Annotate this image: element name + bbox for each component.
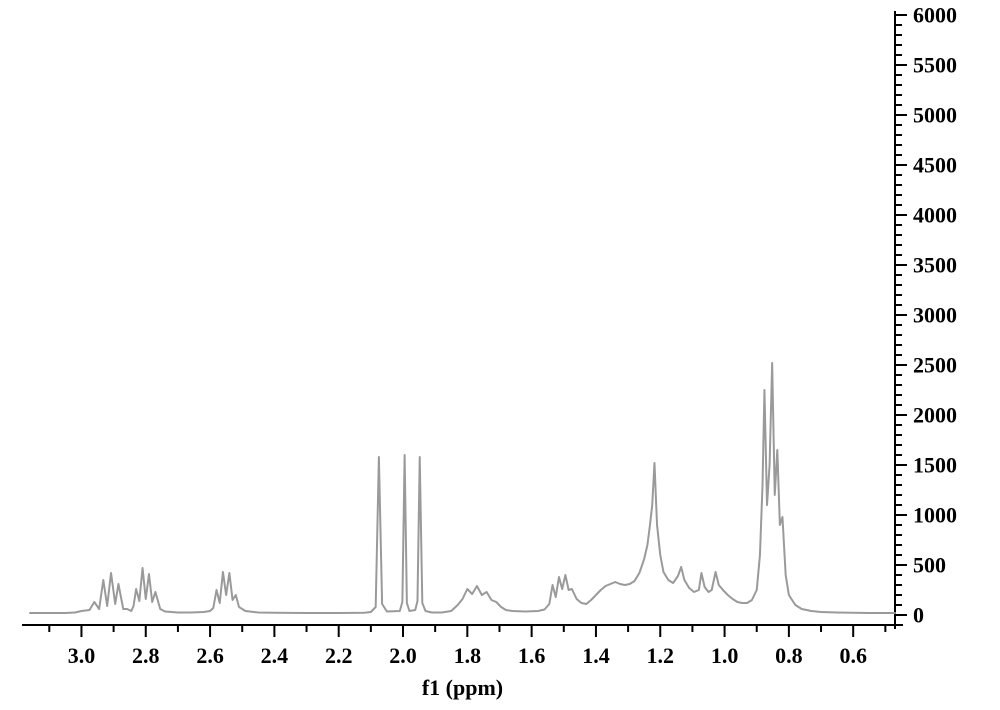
x-tick-label: 2.0: [389, 643, 417, 668]
y-tick-label: 4500: [913, 153, 957, 178]
nmr-spectrum-chart: 3.0 2.8 2.6 2.4 2.2 2.0 1.8 1.6 1.4 1.2 1.0 0.8 0.6 f…: [0, 0, 1000, 710]
x-tick-label: 1.0: [711, 643, 739, 668]
y-tick-label: 5500: [913, 53, 957, 78]
y-tick-label: 0: [913, 603, 924, 628]
x-tick-label: 1.6: [518, 643, 546, 668]
x-tick-label: 0.8: [775, 643, 803, 668]
x-tick-label: 2.2: [325, 643, 353, 668]
x-tick-label: 2.4: [261, 643, 289, 668]
x-tick-label: 1.4: [582, 643, 610, 668]
y-tick-label: 1500: [913, 453, 957, 478]
x-tick-label: 2.8: [132, 643, 160, 668]
x-tick-label: 3.0: [68, 643, 96, 668]
x-tick-label: 0.6: [839, 643, 867, 668]
y-tick-label: 2500: [913, 353, 957, 378]
x-tick-label: 2.6: [196, 643, 224, 668]
y-tick-label: 3000: [913, 303, 957, 328]
x-tick-label: 1.2: [647, 643, 675, 668]
y-tick-label: 5000: [913, 103, 957, 128]
y-tick-label: 4000: [913, 203, 957, 228]
x-tick-label: 1.8: [454, 643, 482, 668]
y-tick-label: 500: [913, 553, 946, 578]
y-tick-label: 3500: [913, 253, 957, 278]
x-axis-label: f1 (ppm): [422, 675, 503, 700]
y-tick-label: 2000: [913, 403, 957, 428]
y-tick-label: 1000: [913, 503, 957, 528]
y-tick-label: 6000: [913, 3, 957, 28]
chart-bg: [0, 0, 1000, 710]
chart-svg: 3.0 2.8 2.6 2.4 2.2 2.0 1.8 1.6 1.4 1.2 1.0 0.8 0.6 f…: [0, 0, 1000, 710]
